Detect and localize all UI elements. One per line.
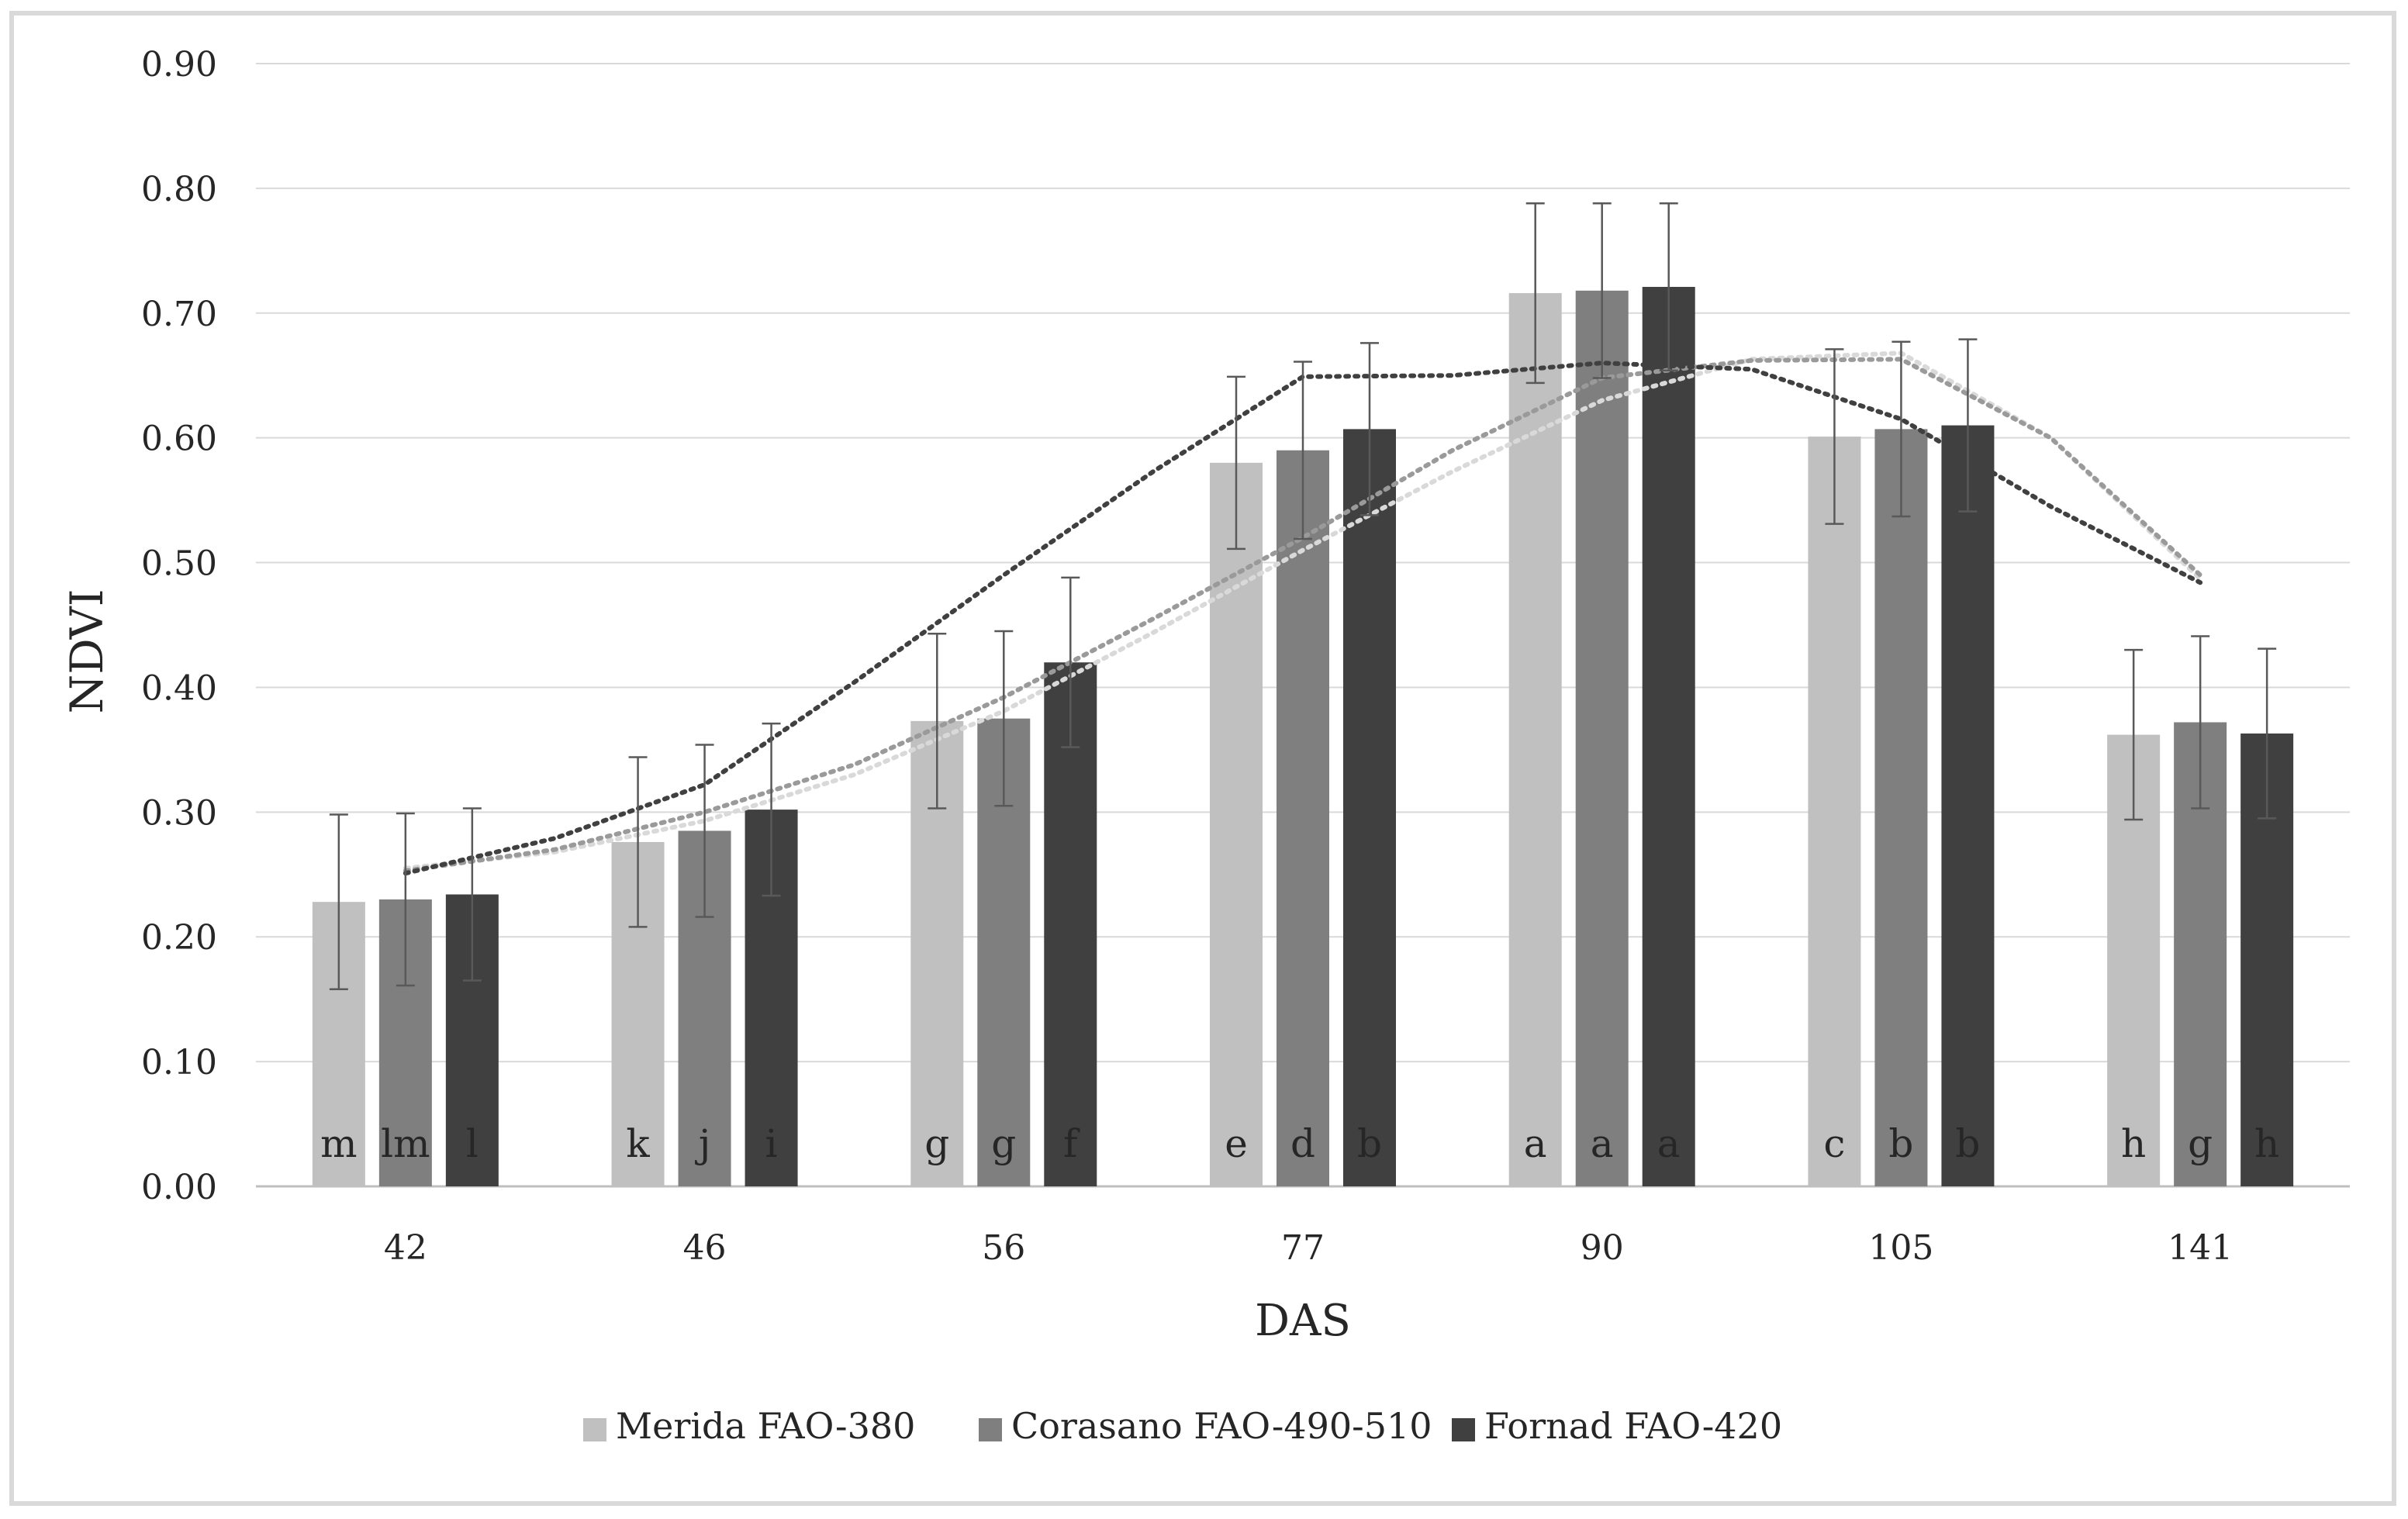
bar — [1642, 286, 1695, 1187]
x-tick-label: 77 — [1281, 1228, 1325, 1268]
significance-letter: i — [765, 1121, 778, 1166]
legend-swatch — [1452, 1418, 1475, 1441]
y-tick-label: 0.60 — [141, 419, 217, 459]
legend-label: Corasano FAO-490-510 — [1011, 1405, 1432, 1447]
bar — [1277, 450, 1329, 1186]
legend: Merida FAO-380 Corasano FAO-490-510 Fornad… — [583, 1405, 1782, 1447]
significance-letter: h — [2121, 1121, 2146, 1166]
significance-letter: g — [991, 1121, 1016, 1166]
bar — [1808, 437, 1861, 1186]
significance-letter: g — [2188, 1121, 2213, 1166]
significance-letter: k — [626, 1121, 650, 1166]
y-axis-title: NDVI — [60, 589, 113, 713]
legend-label: Fornad FAO-420 — [1484, 1405, 1782, 1447]
legend-label: Merida FAO-380 — [616, 1405, 915, 1447]
y-tick-label: 0.10 — [141, 1043, 217, 1082]
x-tick-label: 46 — [683, 1228, 727, 1268]
significance-letter: b — [1357, 1121, 1382, 1166]
y-tick-label: 0.70 — [141, 295, 217, 334]
chart-frame — [9, 11, 2396, 1506]
legend-swatch — [583, 1418, 606, 1441]
significance-letter: a — [1657, 1121, 1681, 1166]
significance-letter: c — [1823, 1121, 1845, 1166]
significance-letter: g — [924, 1121, 949, 1166]
labels: 0.00 0.10 0.20 0.30 0.40 0.50 0.60 0.70 0.80 0.90… — [141, 45, 2279, 1268]
gridlines — [256, 63, 2350, 1188]
x-tick-label: 56 — [982, 1228, 1025, 1268]
significance-letter: h — [2254, 1121, 2279, 1166]
y-tick-label: 0.40 — [141, 668, 217, 708]
y-tick-label: 0.20 — [141, 918, 217, 958]
y-tick-label: 0.50 — [141, 544, 217, 584]
legend-swatch — [979, 1418, 1002, 1441]
significance-letter: a — [1524, 1121, 1547, 1166]
error-bars — [329, 202, 2277, 991]
bar — [1575, 290, 1629, 1187]
significance-letter: b — [1888, 1121, 1913, 1166]
significance-letter: d — [1290, 1121, 1315, 1166]
x-tick-label: 90 — [1581, 1228, 1624, 1268]
significance-letter: l — [466, 1121, 478, 1166]
y-tick-label: 0.30 — [141, 793, 217, 833]
bar — [1210, 462, 1263, 1186]
bar — [1941, 425, 1995, 1186]
significance-letter: b — [1955, 1121, 1980, 1166]
x-tick-label: 42 — [384, 1228, 427, 1268]
x-tick-label: 141 — [2168, 1228, 2233, 1268]
significance-letter: j — [695, 1121, 711, 1166]
y-tick-label: 0.00 — [141, 1168, 217, 1207]
bar — [1044, 662, 1097, 1186]
significance-letter: e — [1225, 1121, 1248, 1166]
bar — [1508, 293, 1562, 1187]
significance-letter: m — [320, 1121, 357, 1166]
bar — [1343, 429, 1396, 1186]
bar — [1874, 429, 1928, 1186]
significance-letter: lm — [381, 1121, 430, 1166]
x-tick-label: 105 — [1868, 1228, 1933, 1268]
x-axis-title: DAS — [1255, 1296, 1351, 1346]
significance-letter: f — [1063, 1121, 1080, 1166]
y-tick-label: 0.80 — [141, 170, 217, 209]
significance-letter: a — [1591, 1121, 1614, 1166]
y-tick-label: 0.90 — [141, 45, 217, 85]
bars — [312, 286, 2294, 1187]
